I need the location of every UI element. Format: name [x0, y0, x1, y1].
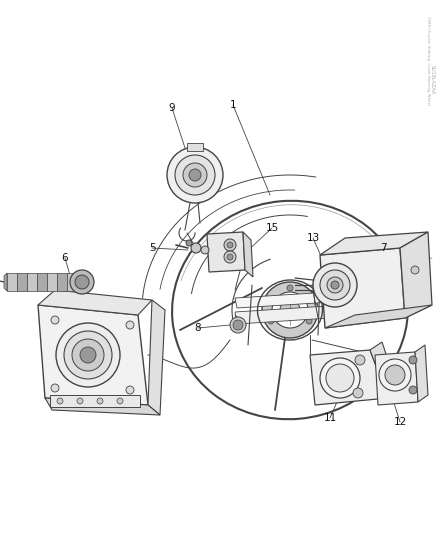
Polygon shape	[45, 398, 160, 415]
Circle shape	[227, 242, 233, 248]
Circle shape	[320, 270, 350, 300]
Text: 13: 13	[306, 233, 320, 243]
Circle shape	[411, 266, 419, 274]
Circle shape	[272, 292, 308, 328]
Circle shape	[51, 384, 59, 392]
Polygon shape	[320, 232, 428, 255]
Bar	[47, 273, 57, 291]
Text: 5: 5	[148, 243, 155, 253]
Bar	[50, 395, 140, 407]
Bar	[27, 273, 37, 291]
Circle shape	[230, 317, 246, 333]
Circle shape	[227, 254, 233, 260]
Circle shape	[385, 365, 405, 385]
Polygon shape	[310, 350, 388, 405]
Polygon shape	[207, 232, 245, 272]
Circle shape	[183, 163, 207, 187]
Circle shape	[306, 318, 312, 324]
Bar	[37, 273, 47, 291]
Circle shape	[186, 240, 192, 246]
Text: 11: 11	[323, 413, 337, 423]
Polygon shape	[325, 305, 432, 328]
Text: SU19LAZAA: SU19LAZAA	[430, 66, 434, 95]
Circle shape	[224, 251, 236, 263]
Polygon shape	[235, 292, 332, 308]
Text: 7: 7	[380, 243, 386, 253]
Circle shape	[287, 285, 293, 291]
Circle shape	[379, 359, 411, 391]
Polygon shape	[38, 305, 148, 405]
Text: 8: 8	[194, 323, 201, 333]
Bar	[57, 273, 67, 291]
Circle shape	[175, 155, 215, 195]
Circle shape	[331, 281, 339, 289]
Circle shape	[126, 321, 134, 329]
Circle shape	[126, 386, 134, 394]
Circle shape	[97, 398, 103, 404]
Circle shape	[57, 398, 63, 404]
Circle shape	[201, 246, 209, 254]
Circle shape	[326, 364, 354, 392]
Circle shape	[409, 386, 417, 394]
Circle shape	[320, 358, 360, 398]
Bar	[187, 143, 203, 151]
Polygon shape	[38, 290, 152, 315]
Circle shape	[56, 323, 120, 387]
Polygon shape	[235, 306, 330, 324]
Polygon shape	[375, 352, 418, 405]
Text: 9: 9	[169, 103, 175, 113]
Circle shape	[280, 300, 300, 320]
Circle shape	[70, 270, 94, 294]
Circle shape	[64, 331, 112, 379]
Circle shape	[327, 277, 343, 293]
Circle shape	[313, 263, 357, 307]
Text: 12: 12	[393, 417, 406, 427]
Circle shape	[80, 347, 96, 363]
Circle shape	[117, 398, 123, 404]
Text: 15: 15	[265, 223, 279, 233]
Circle shape	[191, 243, 201, 253]
Text: 6: 6	[62, 253, 68, 263]
Circle shape	[409, 356, 417, 364]
Polygon shape	[4, 273, 7, 291]
Polygon shape	[320, 248, 405, 328]
Circle shape	[268, 318, 274, 324]
Text: 1: 1	[230, 100, 237, 110]
Bar	[17, 273, 27, 291]
Polygon shape	[415, 345, 428, 402]
Polygon shape	[400, 232, 432, 318]
Circle shape	[262, 282, 318, 338]
Circle shape	[77, 398, 83, 404]
Circle shape	[72, 339, 104, 371]
Circle shape	[167, 147, 223, 203]
Bar	[67, 273, 77, 291]
Circle shape	[233, 320, 243, 330]
Circle shape	[189, 169, 201, 181]
Polygon shape	[370, 342, 398, 398]
Bar	[7, 273, 17, 291]
Polygon shape	[243, 232, 253, 277]
Circle shape	[224, 239, 236, 251]
Circle shape	[353, 388, 363, 398]
Circle shape	[355, 355, 365, 365]
Polygon shape	[148, 300, 165, 415]
Text: 1999 Chrysler Sebring  Cover-Steering Wheel: 1999 Chrysler Sebring Cover-Steering Whe…	[426, 15, 430, 104]
Circle shape	[51, 316, 59, 324]
Circle shape	[75, 275, 89, 289]
